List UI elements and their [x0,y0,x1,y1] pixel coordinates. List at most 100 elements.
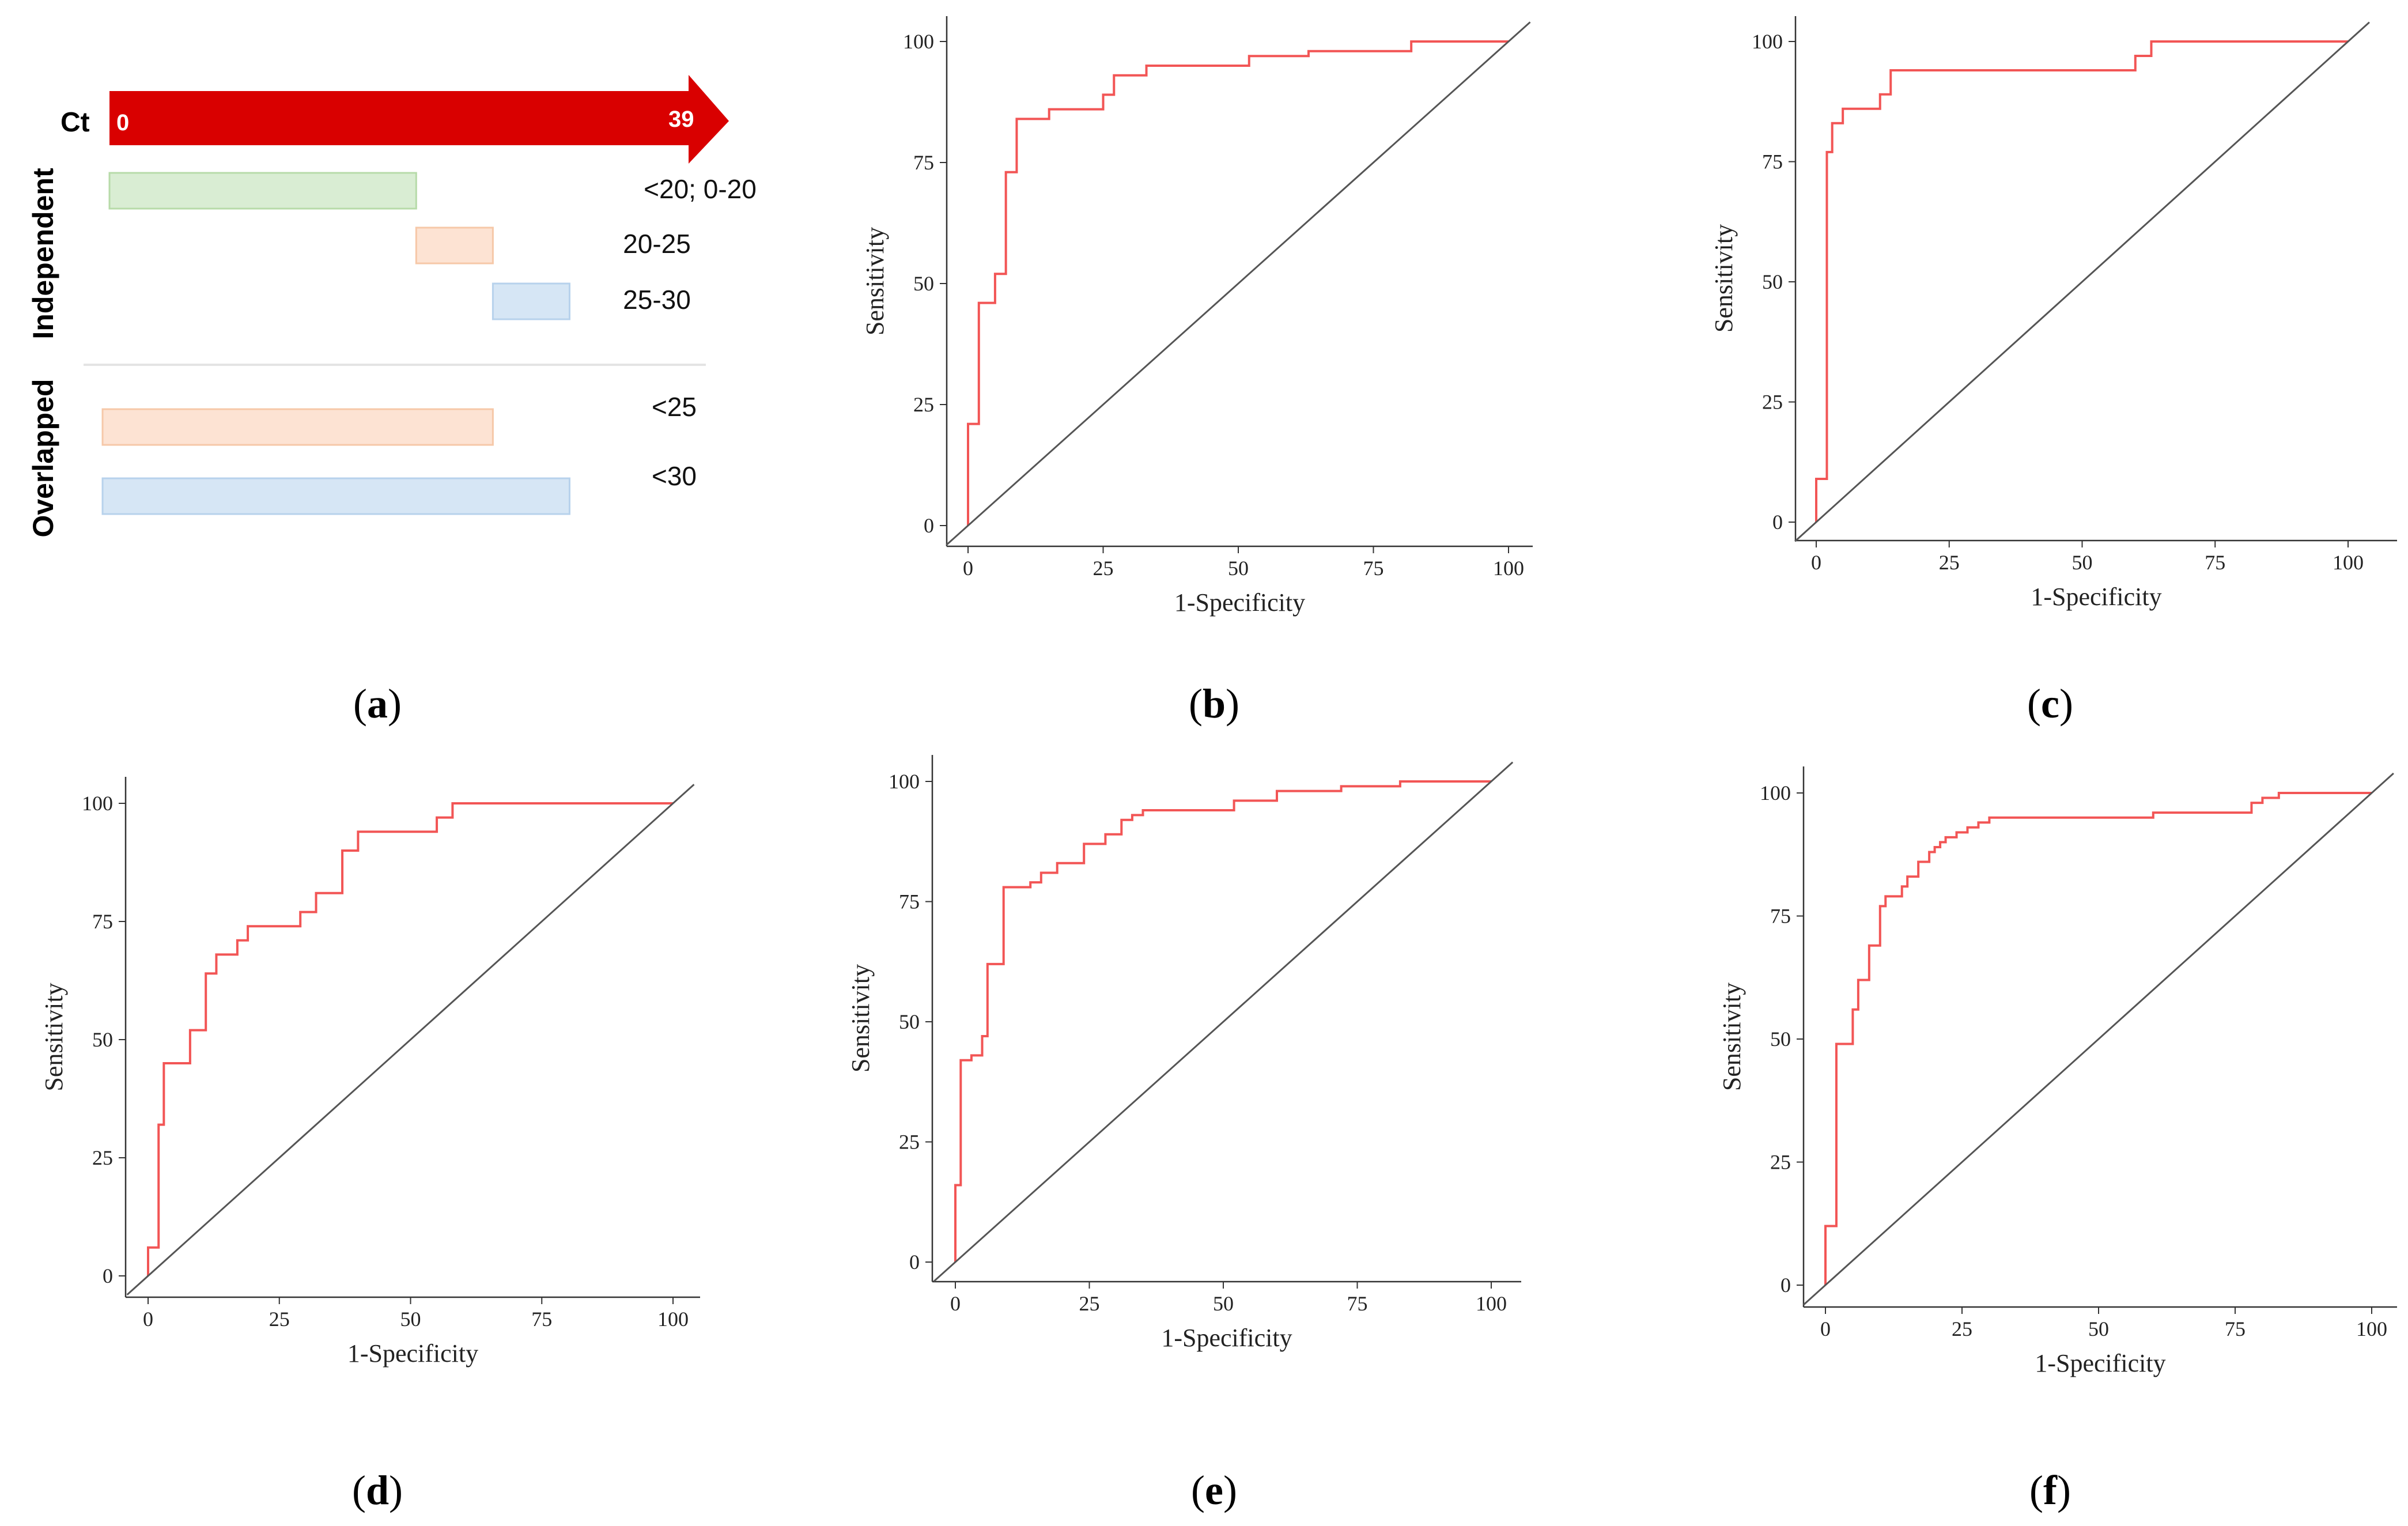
panel-label-e: (e) [1191,1467,1237,1513]
x-axis-title-d: 1-Specificity [347,1339,478,1368]
roc-curve-e [954,780,1491,1262]
y-axis-title-e: Sensitivity [846,964,875,1072]
reference-line-e [933,761,1514,1282]
y-tick-label-b-4: 100 [903,30,934,53]
y-tick-label-e-2: 50 [899,1010,920,1033]
x-tick-label-f-0: 0 [1820,1317,1831,1340]
y-tick-label-e-0: 0 [909,1251,920,1274]
panel-label-b: (b) [1189,681,1239,727]
x-tick-label-e-4: 100 [1476,1292,1507,1315]
x-tick-label-d-4: 100 [657,1308,689,1331]
roc-chart-c: 0 0 25 25 50 50 75 75 100 100 1-Specificity Sensiti… [1710,16,2397,611]
schematic-rows: <20; 0-20 20-25 25-30 <25 <30 [101,172,757,515]
y-tick-label-f-0: 0 [1781,1274,1791,1297]
x-tick-label-b-0: 0 [963,557,973,580]
panel-label-a: (a) [353,681,402,727]
y-tick-label-d-0: 0 [103,1264,113,1287]
y-tick-label-b-2: 50 [913,272,934,295]
y-tick-label-e-3: 75 [899,890,920,913]
ct-range-bar-5 [101,477,570,515]
y-tick-label-c-4: 100 [1752,30,1783,53]
y-tick-label-f-1: 25 [1770,1151,1791,1174]
x-tick-label-b-3: 75 [1363,557,1384,580]
panel-label-d: (d) [352,1467,403,1513]
x-tick-label-e-3: 75 [1347,1292,1368,1315]
reference-line-d [126,784,695,1295]
ct-range-bar-2 [415,226,494,265]
roc-curve-c [1815,40,2348,522]
x-tick-label-f-3: 75 [2225,1317,2246,1340]
y-tick-label-e-1: 25 [899,1131,920,1154]
ct-arrow [109,75,729,164]
reference-line-b [946,21,1531,546]
x-tick-label-d-1: 25 [269,1308,290,1331]
y-tick-label-d-2: 50 [92,1028,113,1051]
x-tick-label-d-3: 75 [531,1308,552,1331]
y-tick-label-e-4: 100 [889,770,920,793]
roc-curve-b [967,40,1509,526]
y-tick-label-b-3: 75 [913,151,934,174]
y-tick-label-d-3: 75 [92,910,113,933]
roc-curve-d [147,802,673,1276]
y-tick-label-b-0: 0 [924,514,934,537]
y-tick-label-f-2: 50 [1770,1028,1791,1051]
panel-label-f: (f) [2029,1467,2071,1513]
y-tick-label-c-1: 25 [1762,391,1783,414]
x-axis-title-e: 1-Specificity [1161,1324,1292,1352]
x-tick-label-c-4: 100 [2333,551,2364,574]
x-tick-label-b-1: 25 [1093,557,1114,580]
x-tick-label-f-4: 100 [2356,1317,2387,1340]
ct-label: Ct [61,107,90,138]
y-axis-title-f: Sensitivity [1718,983,1746,1091]
roc-curve-f [1824,792,2372,1285]
x-tick-label-f-1: 25 [1952,1317,1972,1340]
x-tick-label-d-0: 0 [143,1308,153,1331]
reference-line-f [1803,772,2394,1306]
x-tick-label-c-3: 75 [2205,551,2225,574]
y-tick-label-b-1: 25 [913,393,934,416]
y-tick-label-c-0: 0 [1772,511,1783,534]
arrow-start-label: 0 [116,110,129,135]
ct-range-bar-1 [108,172,417,210]
y-axis-title-d: Sensitivity [40,983,68,1091]
panel-label-c: (c) [2027,681,2073,727]
ct-range-bar-3 [492,282,570,320]
x-tick-label-c-0: 0 [1811,551,1821,574]
ct-range-bar-4 [101,408,494,446]
ct-range-label-1: <20; 0-20 [644,174,757,204]
x-axis-title-f: 1-Specificity [2035,1349,2165,1377]
x-axis-title-c: 1-Specificity [2031,583,2161,611]
y-tick-label-d-1: 25 [92,1146,113,1169]
y-tick-label-d-4: 100 [82,792,113,815]
reference-line-c [1794,21,2370,542]
panel-a-schematic: Ct 0 39 Independent Overlapped <20; 0-20… [27,75,757,538]
x-tick-label-b-2: 50 [1228,557,1249,580]
x-tick-label-d-2: 50 [400,1308,421,1331]
x-tick-label-c-2: 50 [2072,551,2093,574]
roc-chart-f: 0 0 25 25 50 50 75 75 100 100 1-Specificity Sensiti… [1718,766,2397,1377]
arrow-end-label: 39 [668,107,694,132]
roc-chart-d: 0 0 25 25 50 50 75 75 100 100 1-Specificity Sensiti… [40,777,700,1368]
roc-chart-b: 0 0 25 25 50 50 75 75 100 100 1-Specificity Sensiti… [861,16,1533,617]
y-tick-label-c-2: 50 [1762,270,1783,293]
x-tick-label-f-2: 50 [2088,1317,2109,1340]
roc-chart-e: 0 0 25 25 50 50 75 75 100 100 1-Specificity Sensiti… [846,755,1521,1352]
x-tick-label-e-0: 0 [950,1292,961,1315]
ct-range-label-3: 25-30 [623,285,691,315]
ct-range-label-2: 20-25 [623,229,691,259]
ct-range-label-5: <30 [652,461,697,491]
x-tick-label-c-1: 25 [1939,551,1960,574]
group-label-independent: Independent [27,168,59,339]
x-axis-title-b: 1-Specificity [1174,588,1305,617]
y-axis-title-c: Sensitivity [1710,224,1738,333]
group-label-overlapped: Overlapped [27,379,59,537]
y-tick-label-f-3: 75 [1770,905,1791,928]
y-axis-title-b: Sensitivity [861,227,889,335]
x-tick-label-e-1: 25 [1079,1292,1100,1315]
x-tick-label-e-2: 50 [1213,1292,1234,1315]
ct-range-label-4: <25 [652,392,697,422]
y-tick-label-c-3: 75 [1762,150,1783,173]
y-tick-label-f-4: 100 [1760,781,1791,804]
x-tick-label-b-4: 100 [1493,557,1524,580]
